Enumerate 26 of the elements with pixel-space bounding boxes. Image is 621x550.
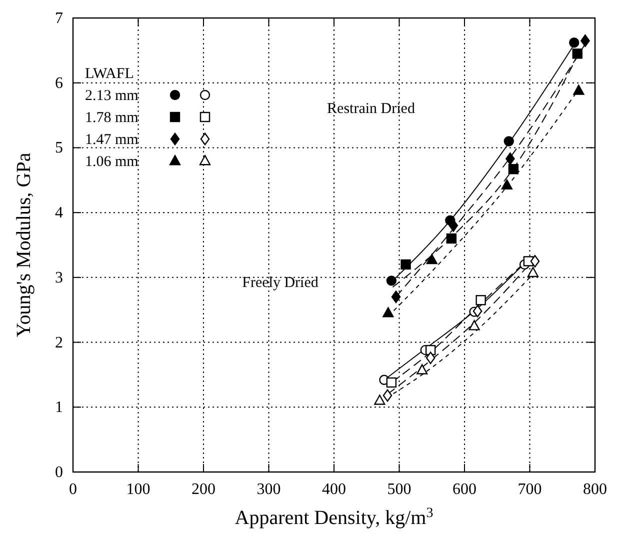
x-axis-title: Apparent Density, kg/m$^{3}$ xyxy=(234,506,434,529)
y-axis-title: Young's Modulus, GPa xyxy=(13,152,35,338)
legend-label: 1.06 mm xyxy=(85,154,139,170)
x-tick-label: 600 xyxy=(452,481,476,498)
y-tick-label: 2 xyxy=(55,334,63,352)
legend-title: LWAFL xyxy=(85,66,134,82)
legend-label: 1.47 mm xyxy=(85,132,139,148)
y-tick-label: 7 xyxy=(55,10,63,27)
x-tick-label: 700 xyxy=(518,481,542,498)
x-tick-label: 400 xyxy=(322,481,346,498)
y-tick-label: 6 xyxy=(55,74,63,92)
y-tick-label: 1 xyxy=(55,399,63,416)
y-tick-label: 3 xyxy=(55,269,63,286)
y-tick-label: 0 xyxy=(55,464,63,481)
x-tick-label: 200 xyxy=(192,481,216,498)
annotation: Restrain Dried xyxy=(327,101,416,117)
y-tick-label: 5 xyxy=(55,140,63,157)
y-tick-label: 4 xyxy=(55,204,63,222)
x-tick-label: 0 xyxy=(69,481,77,498)
legend-label: 1.78 mm xyxy=(85,110,139,126)
annotation: Freely Dried xyxy=(242,275,319,291)
x-tick-label: 100 xyxy=(126,481,150,498)
legend-label: 2.13 mm xyxy=(85,88,139,104)
x-tick-label: 300 xyxy=(256,481,281,498)
x-tick-label: 500 xyxy=(387,481,412,498)
x-tick-label: 800 xyxy=(583,481,607,498)
